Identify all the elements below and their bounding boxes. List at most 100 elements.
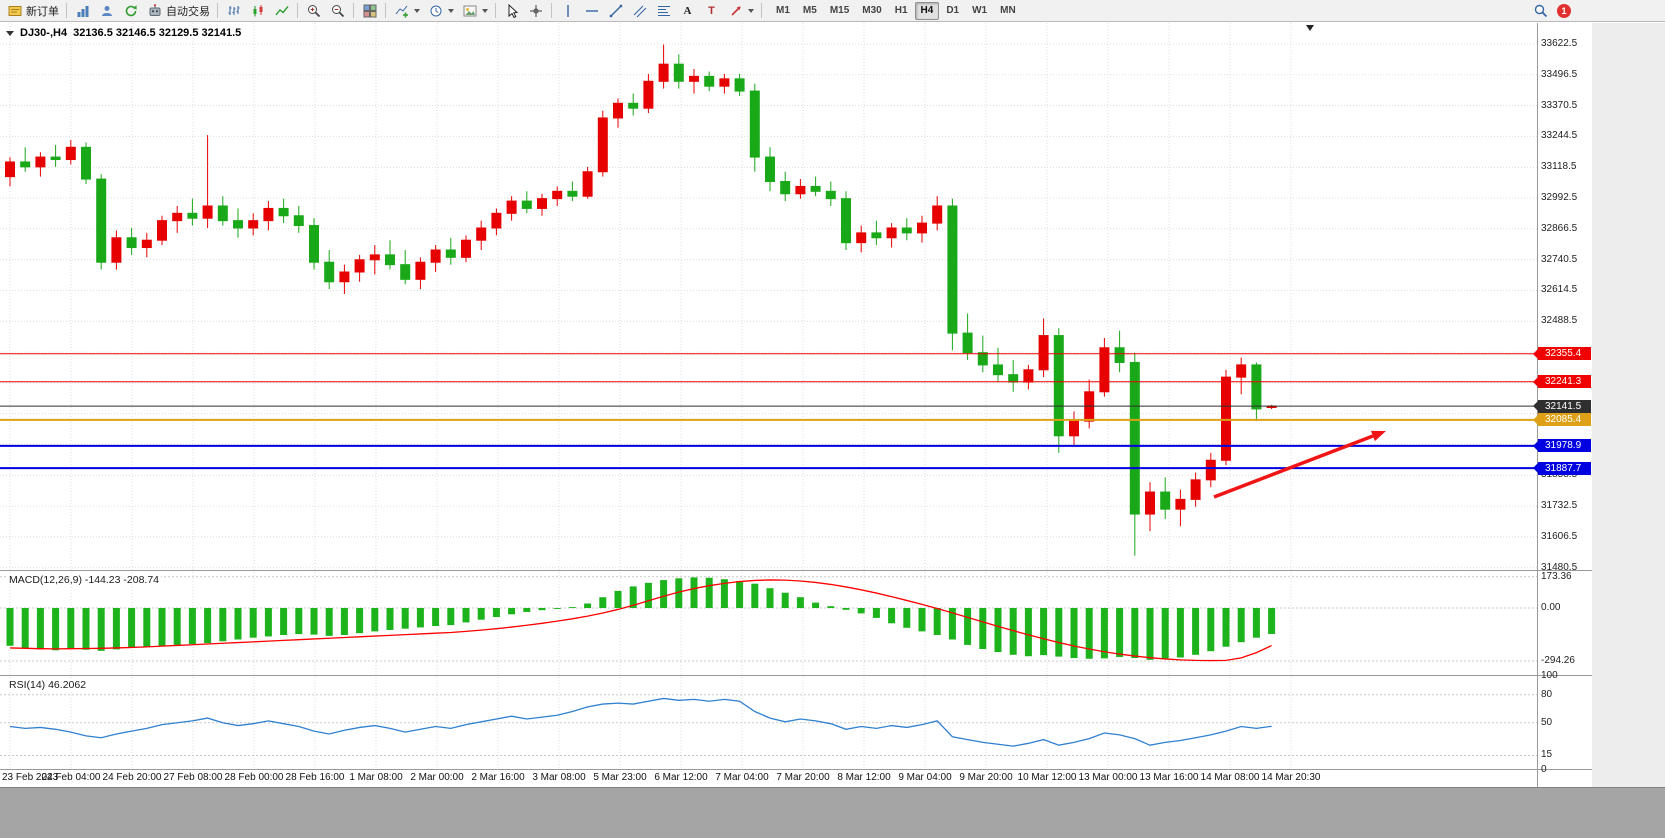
timeframe-button-MN[interactable]: MN [994, 2, 1022, 20]
zoom-in-button[interactable] [302, 1, 325, 21]
periods-button[interactable] [424, 1, 457, 21]
price-tag-notch [1533, 401, 1538, 412]
timeframe-button-M15[interactable]: M15 [824, 2, 855, 20]
profiles-button[interactable] [95, 1, 118, 21]
refresh-button[interactable] [119, 1, 142, 21]
bar-chart-button[interactable] [222, 1, 245, 21]
crosshair-button[interactable] [524, 1, 547, 21]
price-level-lines[interactable] [0, 353, 1537, 470]
toolbar-separator [217, 3, 218, 18]
timeframe-button-M1[interactable]: M1 [770, 2, 796, 20]
candlestick-button[interactable] [246, 1, 269, 21]
candlestick-icon [249, 3, 266, 19]
timeframe-toolbar: M1 M5 M15 M30 H1 H4 D1 W1 MN [770, 1, 1022, 20]
toolbar-separator [66, 3, 67, 18]
toolbar-separator [385, 3, 386, 18]
indicators-button[interactable] [390, 1, 423, 21]
text-tool-icon: A [683, 4, 692, 17]
time-axis-label: 9 Mar 04:00 [898, 772, 952, 783]
fibonacci-button[interactable] [652, 1, 675, 21]
arrows-tool-icon [727, 3, 744, 19]
ohlc-quote-label: 32136.5 32146.5 32129.5 32141.5 [73, 27, 242, 39]
autotrading-robot-icon [146, 3, 163, 19]
price-axis-label: 33370.5 [1541, 99, 1578, 111]
time-axis-label: 28 Feb 00:00 [224, 772, 284, 783]
price-axis-label: 33244.5 [1541, 130, 1578, 142]
time-axis-label: 3 Mar 08:00 [532, 772, 586, 783]
timeframe-button-M5[interactable]: M5 [797, 2, 823, 20]
trend-arrow-annotation[interactable] [1213, 430, 1386, 499]
dropdown-arrow-icon [748, 8, 754, 13]
one-click-trading-arrow[interactable] [6, 30, 14, 36]
tile-windows-icon [361, 3, 378, 19]
bar-chart-icon [225, 3, 242, 19]
timeframe-button-H1[interactable]: H1 [889, 2, 914, 20]
toolbar-separator [551, 3, 552, 18]
equidistant-channel-button[interactable] [628, 1, 651, 21]
new-order-label: 新订单 [26, 5, 59, 18]
time-axis-label: 6 Mar 12:00 [654, 772, 708, 783]
zoom-out-icon [329, 3, 346, 19]
price-tag-notch [1533, 376, 1538, 387]
macd-scale-label: -294.26 [1541, 654, 1575, 666]
toolbar-separator [495, 3, 496, 18]
price-axis-label: 33496.5 [1541, 68, 1578, 80]
time-axis-label: 7 Mar 04:00 [715, 772, 769, 783]
chart-symbol-header: DJ30-,H4 32136.5 32146.5 32129.5 32141.5 [6, 27, 241, 39]
charts-button[interactable] [71, 1, 94, 21]
trendline-icon [607, 3, 624, 19]
notifications-button[interactable]: 1 [1554, 1, 1574, 21]
text-tool-button[interactable]: A [676, 1, 699, 21]
trendline-button[interactable] [604, 1, 627, 21]
macd-signal-line [9, 579, 1272, 662]
price-tag-notch [1533, 463, 1538, 474]
candles [5, 44, 1277, 556]
notification-badge-icon: 1 [1557, 3, 1571, 18]
line-chart-button[interactable] [270, 1, 293, 21]
crosshair-icon [527, 3, 544, 19]
price-tag-notch [1533, 440, 1538, 451]
search-icon [1532, 3, 1549, 19]
tile-windows-button[interactable] [358, 1, 381, 21]
new-order-button[interactable]: 新订单 [3, 1, 62, 21]
panel-separators[interactable] [0, 23, 1592, 787]
toolbar-separator [761, 3, 762, 18]
cursor-button[interactable] [500, 1, 523, 21]
window-right-gutter [1592, 23, 1665, 787]
cursor-icon [503, 3, 520, 19]
timeframe-button-M30[interactable]: M30 [856, 2, 887, 20]
dropdown-arrow-icon [414, 8, 420, 13]
price-axis-label: 32488.5 [1541, 315, 1578, 327]
label-tool-button[interactable]: T [700, 1, 723, 21]
window-bottom-band [0, 787, 1665, 838]
timeframe-button-D1[interactable]: D1 [940, 2, 965, 20]
chart-shift-marker[interactable] [1306, 25, 1314, 31]
horizontal-line-button[interactable] [580, 1, 603, 21]
label-tool-icon: T [708, 4, 715, 17]
zoom-out-button[interactable] [326, 1, 349, 21]
price-tag-notch [1533, 348, 1538, 359]
timeframe-button-W1[interactable]: W1 [966, 2, 993, 20]
rsi-panel-header: RSI(14) 46.2062 [7, 679, 89, 691]
templates-button[interactable] [458, 1, 491, 21]
rsi-scale-label: 15 [1541, 749, 1553, 761]
fibonacci-icon [655, 3, 672, 19]
current-price-price-tag: 32141.5 [1533, 399, 1591, 413]
resistance-price-tag: 32355.4 [1533, 347, 1591, 361]
price-axis-label: 31732.5 [1541, 500, 1578, 512]
search-button[interactable] [1529, 1, 1552, 21]
support-price-tag: 31978.9 [1533, 439, 1591, 453]
support-price-tag: 31887.7 [1533, 461, 1591, 475]
timeframe-button-H4[interactable]: H4 [914, 1, 940, 20]
toolbar-right-group: 1 [1529, 1, 1574, 21]
arrows-tool-button[interactable] [724, 1, 757, 21]
dropdown-arrow-icon [448, 8, 454, 13]
macd-panel-header: MACD(12,26,9) -144.23 -208.74 [7, 574, 161, 586]
charts-icon [74, 3, 91, 19]
time-axis-label: 2 Mar 16:00 [471, 772, 525, 783]
time-axis-label: 1 Mar 08:00 [349, 772, 403, 783]
vertical-line-button[interactable] [556, 1, 579, 21]
autotrading-button[interactable]: 自动交易 [143, 1, 213, 21]
